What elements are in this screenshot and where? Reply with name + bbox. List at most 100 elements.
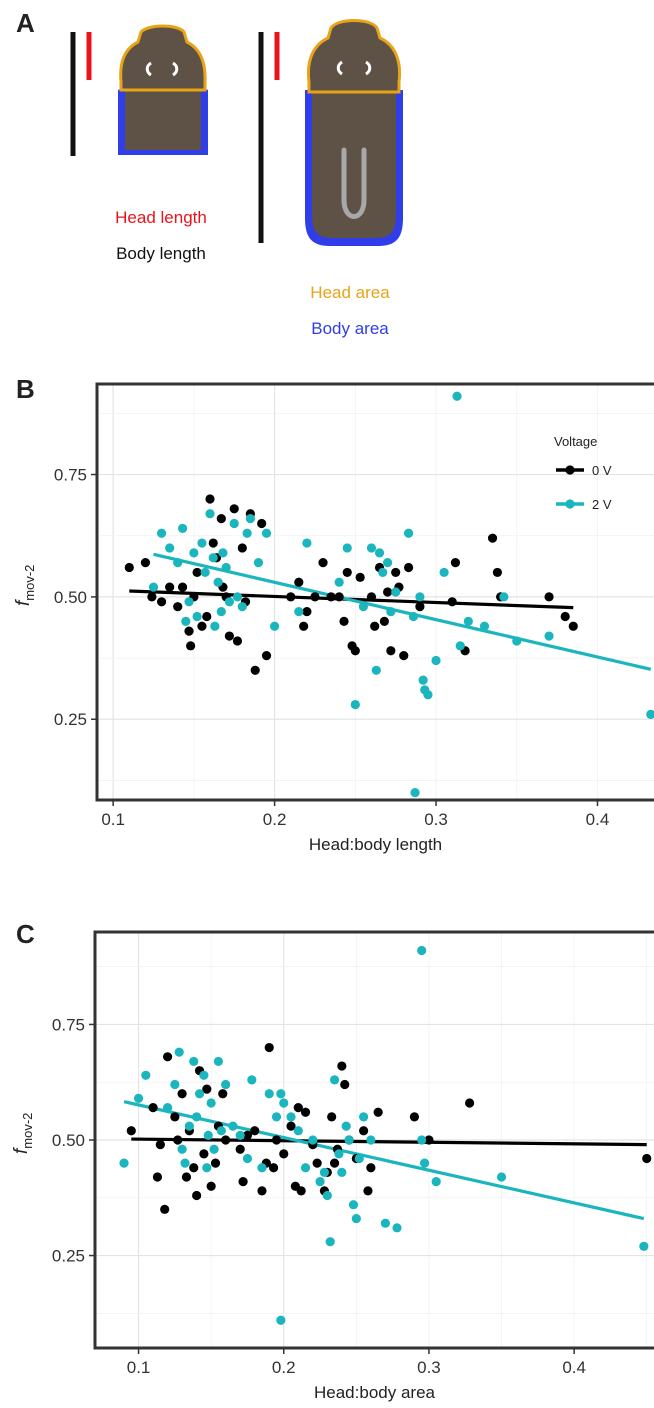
data-point [300,1163,311,1173]
data-point [371,665,381,675]
data-point [177,582,188,592]
data-point [276,1089,286,1099]
data-point [197,621,207,631]
data-point [180,1158,190,1168]
data-point [235,1130,245,1140]
data-point [174,1047,184,1057]
data-point [339,616,349,626]
data-point [560,611,570,622]
data-point [216,513,226,524]
data-point [189,1163,199,1173]
data-point [216,606,226,617]
data-point [203,1130,213,1140]
data-point [366,1135,376,1145]
y-tick-label: 0.25 [52,1247,85,1266]
data-point [170,1079,180,1090]
data-point [242,1130,253,1140]
data-point [418,675,428,685]
data-point [210,621,220,631]
data-point [235,1144,245,1154]
data-point [213,577,223,587]
data-point [177,523,188,533]
data-point [373,1107,383,1117]
data-point [341,1121,351,1131]
x-tick-label: 0.3 [417,1358,441,1377]
data-point [286,592,296,602]
y-tick-label: 0.50 [54,588,87,607]
data-point [512,636,522,646]
data-point [386,646,396,656]
data-point [417,1135,427,1145]
data-point [261,528,272,538]
x-tick-label: 0.4 [586,810,610,829]
data-point [257,1186,267,1196]
data-point [152,1172,163,1182]
data-point [221,1135,231,1145]
data-point [415,602,425,612]
data-point [286,1121,296,1131]
large-worm [305,19,403,246]
data-point [250,1126,260,1136]
data-point [439,567,449,578]
data-point [126,1126,136,1136]
data-point [189,548,199,558]
chart-head-body-length: 0.1 0.2 0.3 0.4 0.25 0.50 0.75 Head:body length… [13,382,654,854]
data-point [342,567,352,578]
data-point [544,592,554,602]
data-point [141,1070,151,1080]
data-point [184,626,194,636]
data-point [173,1135,183,1145]
data-point [148,582,159,592]
data-point [479,621,490,631]
data-point [173,558,183,568]
legend-key-point [565,499,575,509]
data-point [155,1140,165,1150]
data-point [192,567,202,578]
data-point [391,567,401,578]
data-point [276,1315,286,1325]
data-point [424,1135,434,1145]
data-point [366,592,377,602]
data-point [264,1089,274,1099]
legend: Voltage 0 V 2 V [554,434,612,512]
data-point [199,1070,209,1080]
data-point [487,533,498,543]
data-point [205,509,215,519]
worm-schematic [70,19,403,246]
data-point [359,1112,369,1122]
x-tick-label: 0.2 [272,1358,296,1377]
data-point [419,1158,430,1168]
data-point [148,1103,158,1113]
data-point [189,1056,199,1067]
data-point [194,1089,205,1099]
data-point [366,543,377,553]
data-point [202,1084,212,1094]
data-point [156,597,167,607]
data-point [206,1181,216,1191]
data-point [366,1163,376,1173]
data-point [383,558,393,568]
data-point [224,597,234,607]
data-point [450,558,461,568]
data-point [197,538,207,548]
data-point [279,1149,289,1159]
data-point [300,1107,311,1117]
x-tick-label: 0.2 [263,810,287,829]
data-point [162,1103,173,1113]
data-point [325,1237,335,1247]
y-axis-label-main: f [11,1147,32,1154]
data-point [351,1213,361,1224]
pharynx [341,147,367,219]
y-axis-label-sub: mov-2 [20,1113,35,1149]
data-point [334,592,344,602]
data-point [140,558,151,568]
legend-key-point [565,465,575,475]
data-point [205,494,215,504]
data-point [208,538,218,548]
data-point [455,641,465,651]
panel-letter-c: C [16,919,35,949]
data-point [410,788,420,798]
data-point [147,592,157,602]
series-0v [126,1042,652,1214]
data-point [499,592,509,602]
